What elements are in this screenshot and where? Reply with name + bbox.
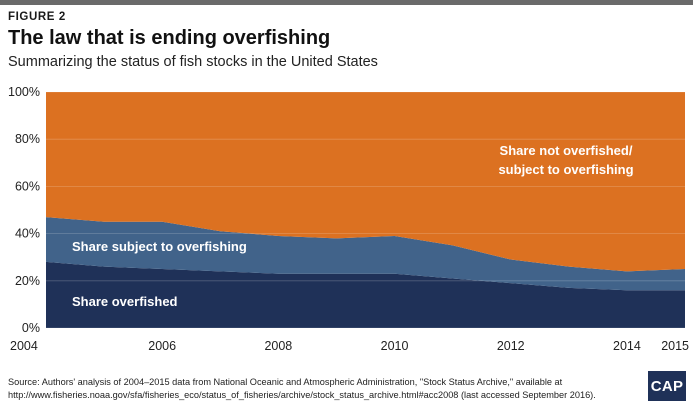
- x-tick-label: 2006: [148, 339, 176, 353]
- cap-logo: CAP: [648, 371, 686, 401]
- y-tick-label: 20%: [15, 274, 40, 288]
- top-rule: [0, 0, 693, 5]
- y-tick-label: 0%: [22, 321, 40, 335]
- x-tick-label: 2010: [381, 339, 409, 353]
- label-not-overfished-line2: subject to overfishing: [498, 162, 633, 177]
- y-tick-label: 100%: [8, 85, 40, 99]
- x-tick-label: 2004: [10, 339, 38, 353]
- source-note: Source: Authors' analysis of 2004–2015 d…: [8, 377, 596, 400]
- chart-subtitle: Summarizing the status of fish stocks in…: [8, 54, 378, 70]
- label-subject-to-overfishing: Share subject to overfishing: [72, 239, 247, 254]
- area-subject-to-overfishing: [46, 217, 685, 291]
- x-tick-label: 2014: [613, 339, 641, 353]
- label-overfished: Share overfished: [72, 294, 178, 309]
- y-tick-label: 60%: [15, 179, 40, 193]
- stacked-area-chart: 0% 20% 40% 60% 80% 100% 2004 2006 2008 2010 2012 20…: [8, 85, 689, 353]
- figure-label: FIGURE 2: [8, 11, 66, 23]
- label-not-overfished-line1: Share not overfished/: [500, 143, 633, 158]
- chart-title: The law that is ending overfishing: [8, 27, 331, 49]
- y-tick-label: 40%: [15, 227, 40, 241]
- x-tick-label: 2008: [264, 339, 292, 353]
- area-not-overfished: [46, 92, 685, 272]
- x-tick-label: 2015: [661, 339, 689, 353]
- y-tick-label: 80%: [15, 132, 40, 146]
- x-tick-label: 2012: [497, 339, 525, 353]
- area-overfished: [46, 261, 685, 328]
